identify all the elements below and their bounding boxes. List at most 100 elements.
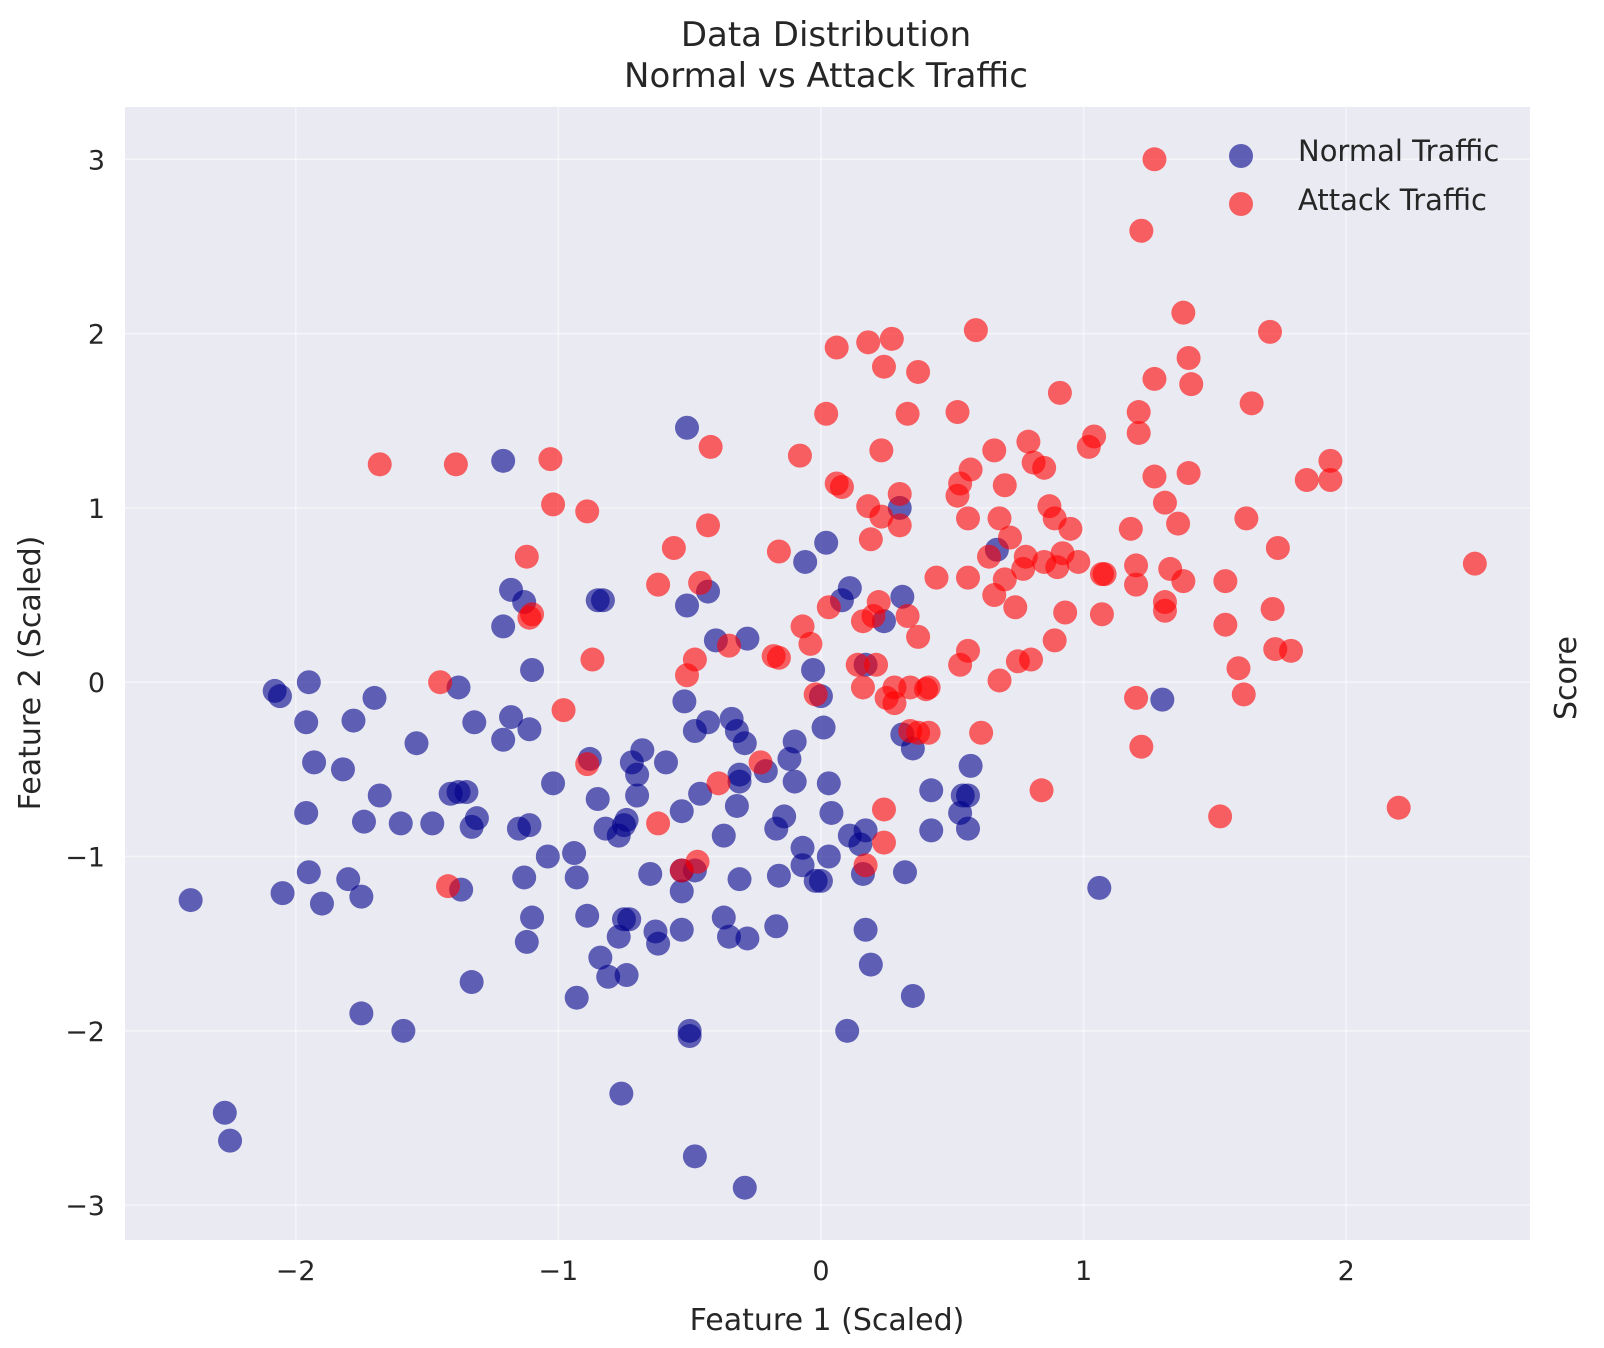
- attack-traffic-point: [748, 750, 773, 775]
- attack-traffic-point: [956, 565, 980, 590]
- normal-traffic-point: [388, 811, 413, 836]
- normal-traffic-point: [267, 684, 292, 709]
- attack-traffic-point: [1066, 549, 1091, 574]
- normal-traffic-point: [614, 963, 639, 988]
- attack-traffic-point: [514, 544, 539, 569]
- attack-traffic-point: [766, 645, 791, 670]
- normal-traffic-point: [677, 1024, 702, 1049]
- attack-traffic-point: [1092, 562, 1117, 587]
- attack-traffic-point: [1152, 490, 1177, 515]
- data-points: [178, 147, 1487, 1200]
- normal-traffic-point: [892, 860, 917, 885]
- normal-traffic-point: [562, 841, 587, 866]
- attack-traffic-point: [580, 647, 605, 672]
- normal-traffic-point: [302, 750, 327, 775]
- normal-traffic-point: [890, 584, 915, 609]
- normal-traffic-point: [514, 929, 539, 954]
- attack-traffic-point: [1029, 778, 1054, 803]
- attack-traffic-point: [1053, 600, 1078, 625]
- normal-traffic-point: [270, 881, 295, 906]
- normal-traffic-point: [782, 729, 807, 754]
- attack-traffic-point: [887, 481, 912, 506]
- normal-traffic-point: [590, 588, 615, 613]
- normal-traffic-point: [858, 952, 883, 977]
- normal-traffic-point: [638, 861, 663, 886]
- attack-traffic-point: [367, 452, 392, 477]
- attack-traffic-point: [685, 849, 710, 874]
- y-axis-label: Feature 2 (Scaled): [13, 536, 48, 811]
- attack-traffic-point: [428, 670, 453, 695]
- normal-traffic-point: [814, 530, 839, 555]
- attack-traffic-point: [443, 452, 468, 477]
- y-tick-label: 2: [88, 320, 105, 351]
- attack-traffic-point: [1047, 380, 1072, 405]
- normal-traffic-point: [675, 415, 699, 440]
- attack-traffic-point: [958, 457, 983, 482]
- normal-traffic-point: [625, 783, 650, 808]
- y-tick-label: −3: [65, 1191, 105, 1222]
- attack-traffic-point: [845, 652, 870, 677]
- attack-traffic-point: [517, 605, 542, 630]
- grid-lines: [125, 107, 1530, 1240]
- attack-traffic-point: [853, 853, 878, 878]
- attack-traffic-point: [698, 434, 723, 459]
- attack-traffic-point: [906, 624, 931, 649]
- attack-traffic-point: [977, 544, 1002, 569]
- attack-traffic-point: [766, 539, 791, 564]
- normal-traffic-point: [614, 807, 639, 832]
- normal-traffic-point: [212, 1100, 237, 1125]
- legend-label-normal: Normal Traffic: [1298, 134, 1499, 168]
- attack-traffic-point: [987, 668, 1012, 693]
- attack-traffic-point: [916, 675, 941, 700]
- attack-traffic-point: [992, 567, 1017, 592]
- attack-traffic-point: [879, 326, 904, 351]
- chart-title-line-1: Data Distribution: [681, 15, 971, 55]
- normal-traffic-point: [351, 809, 376, 834]
- attack-traffic-point: [1239, 391, 1264, 416]
- attack-traffic-point: [1118, 516, 1143, 541]
- attack-traffic-point: [538, 447, 563, 472]
- attack-traffic-point: [1265, 535, 1290, 560]
- attack-traffic-point: [1294, 468, 1319, 493]
- normal-traffic-point: [454, 780, 479, 805]
- normal-traffic-point: [669, 799, 694, 824]
- normal-traffic-point: [766, 863, 791, 888]
- normal-traffic-point: [625, 762, 650, 787]
- normal-traffic-point: [218, 1128, 243, 1153]
- attack-traffic-point: [1129, 218, 1154, 243]
- normal-traffic-point: [349, 884, 374, 909]
- normal-traffic-point: [669, 917, 694, 942]
- normal-traffic-point: [520, 905, 545, 930]
- attack-traffic-point: [436, 874, 461, 899]
- normal-traffic-point: [711, 823, 736, 848]
- attack-traffic-point: [1152, 598, 1177, 623]
- attack-traffic-point: [824, 335, 849, 360]
- normal-traffic-point: [956, 816, 980, 841]
- normal-traffic-point: [362, 685, 387, 710]
- legend-marker-normal: [1229, 144, 1253, 168]
- attack-traffic-point: [717, 633, 742, 658]
- attack-traffic-point: [969, 720, 994, 745]
- attack-traffic-point: [1234, 506, 1259, 531]
- normal-traffic-point: [819, 800, 844, 825]
- attack-traffic-point: [816, 595, 841, 620]
- normal-traffic-point: [1087, 875, 1112, 900]
- attack-traffic-point: [906, 359, 931, 384]
- normal-traffic-point: [391, 1018, 416, 1043]
- normal-traffic-point: [732, 1175, 757, 1200]
- normal-traffic-point: [688, 781, 713, 806]
- normal-traffic-point: [535, 844, 560, 869]
- normal-traffic-point: [653, 750, 678, 775]
- attack-traffic-point: [646, 572, 671, 597]
- normal-traffic-point: [790, 835, 815, 860]
- normal-traffic-point: [520, 658, 545, 683]
- attack-traffic-point: [1142, 464, 1167, 489]
- normal-traffic-point: [711, 905, 736, 930]
- normal-traffic-point: [1150, 687, 1175, 712]
- attack-traffic-point: [869, 438, 894, 463]
- attack-traffic-point: [541, 492, 566, 517]
- normal-traffic-point: [336, 867, 361, 892]
- attack-traffic-point: [1179, 372, 1204, 397]
- normal-traffic-point: [420, 811, 445, 836]
- normal-traffic-point: [853, 917, 878, 942]
